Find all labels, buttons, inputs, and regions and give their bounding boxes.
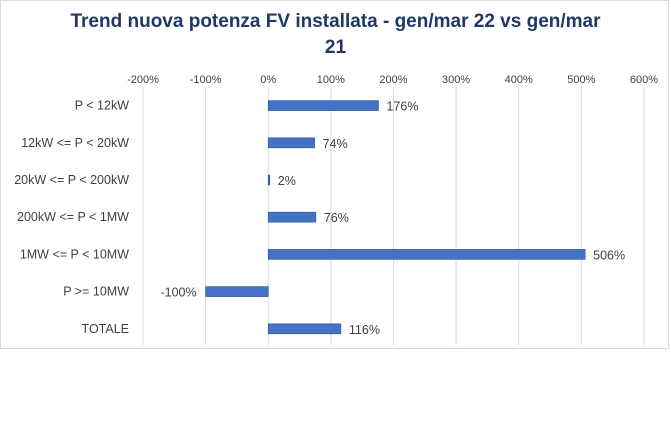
x-tick-label: 400% — [505, 74, 533, 86]
category-label: P < 12kW — [75, 99, 130, 113]
data-label: 506% — [593, 248, 625, 262]
bar — [267, 100, 379, 111]
x-tick-label: -200% — [127, 74, 159, 86]
data-label: -100% — [160, 286, 196, 300]
bar — [267, 211, 317, 223]
bar — [267, 137, 315, 149]
chart-title: Trend nuova potenza FV installata - gen/… — [0, 9, 671, 61]
x-tick-label: 500% — [567, 74, 595, 86]
x-tick-label: 600% — [630, 74, 658, 86]
category-label: 1MW <= P < 10MW — [20, 247, 129, 261]
x-tick-label: 100% — [317, 74, 345, 86]
bar — [267, 249, 586, 260]
chart-title-line-1: Trend nuova potenza FV installata - gen/… — [70, 11, 601, 32]
chart-title-line-2: 21 — [324, 37, 347, 58]
data-label: 76% — [324, 211, 349, 225]
x-tick-label: 200% — [379, 74, 407, 86]
bar — [267, 174, 271, 186]
data-label: 74% — [323, 137, 348, 151]
bar — [205, 286, 269, 297]
category-label: 200kW <= P < 1MW — [17, 210, 129, 224]
x-tick-label: -100% — [190, 74, 222, 86]
chart-frame — [0, 0, 669, 349]
data-label: 116% — [349, 323, 380, 337]
category-label: TOTALE — [82, 322, 129, 336]
data-label: 2% — [278, 174, 296, 188]
data-label: 176% — [386, 100, 418, 114]
category-label: P >= 10MW — [63, 285, 129, 299]
bar — [267, 323, 342, 335]
category-label: 20kW <= P < 200kW — [14, 173, 129, 187]
x-tick-label: 300% — [442, 74, 470, 86]
category-label: 12kW <= P < 20kW — [21, 136, 129, 150]
x-tick-label: 0% — [260, 74, 276, 86]
